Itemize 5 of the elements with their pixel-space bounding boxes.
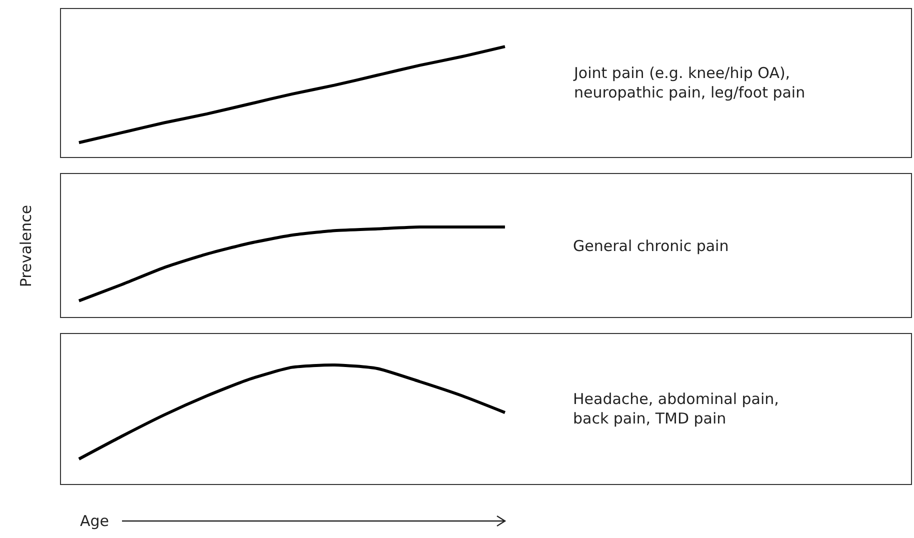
y-axis-title: Prevalence	[17, 204, 35, 287]
text: Joint pain (e.g. knee/hip OA), neuropathic pain, leg/foot pain	[573, 64, 806, 102]
text: Headache, abdominal pain, back pain, TMD pain	[573, 390, 779, 428]
text: General chronic pain	[573, 237, 729, 255]
x-axis-title: Age	[80, 512, 110, 530]
